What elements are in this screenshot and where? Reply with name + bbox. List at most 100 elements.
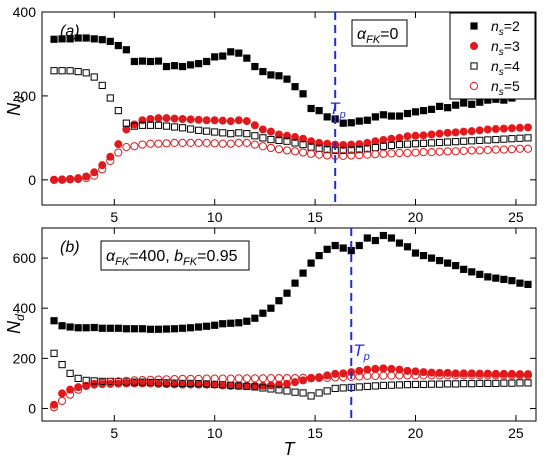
data-point-series-3 [484, 136, 492, 144]
data-point-series-1 [243, 317, 251, 325]
data-point-series-2 [323, 139, 332, 148]
data-point-series-2 [459, 369, 468, 378]
data-point-series-3 [323, 387, 331, 395]
data-point-series-2 [363, 138, 372, 147]
alpha-symbol: α [106, 248, 116, 265]
data-point-series-1 [363, 234, 371, 242]
data-point-series-4 [122, 376, 131, 385]
data-point-series-3 [524, 379, 532, 387]
panel-b-y-ticks: 0 200 400 600 [13, 250, 536, 416]
data-point-series-3 [411, 380, 420, 389]
data-point-series-2 [234, 116, 243, 125]
data-point-series-3 [267, 135, 275, 144]
data-point-series-2 [523, 123, 532, 132]
data-point-series-2 [427, 130, 436, 139]
data-point-series-4 [347, 151, 356, 160]
data-point-series-2 [371, 364, 380, 373]
data-point-series-4 [323, 373, 332, 382]
data-point-series-2 [178, 114, 187, 123]
data-point-series-2 [499, 124, 508, 133]
data-point-series-4 [298, 148, 308, 157]
data-point-series-4 [162, 375, 171, 384]
data-point-series-1 [291, 83, 299, 91]
data-point-series-1 [154, 325, 163, 333]
data-point-series-4 [395, 148, 404, 158]
data-point-series-1 [211, 321, 219, 329]
data-point-series-3 [339, 146, 347, 155]
data-point-series-4 [218, 374, 227, 383]
data-point-series-4 [170, 138, 179, 148]
panel-a-label: (a) [60, 23, 80, 40]
data-point-series-1 [307, 104, 315, 113]
data-point-series-4 [339, 151, 348, 161]
data-point-series-1 [154, 57, 163, 65]
data-point-series-3 [66, 369, 74, 377]
data-point-series-2 [258, 125, 267, 134]
data-point-series-3 [387, 141, 396, 150]
data-point-series-1 [66, 35, 74, 43]
data-point-series-4 [403, 148, 412, 158]
data-point-series-2 [307, 137, 316, 146]
data-point-series-4 [491, 371, 500, 380]
data-point-series-1 [187, 324, 195, 332]
data-point-series-2 [467, 369, 476, 378]
data-point-series-3 [395, 140, 404, 149]
data-point-series-1 [90, 35, 98, 43]
data-point-series-4 [315, 150, 324, 159]
data-point-series-4 [306, 149, 316, 158]
data-point-series-1 [162, 62, 171, 71]
data-point-series-3 [315, 389, 323, 397]
data-point-series-1 [468, 100, 476, 108]
data-point-series-3 [235, 129, 243, 137]
data-point-series-4 [66, 390, 75, 399]
data-point-series-4 [282, 374, 292, 383]
data-point-series-4 [507, 145, 517, 154]
data-point-series-2 [403, 132, 412, 141]
data-point-series-3 [508, 379, 516, 387]
data-point-series-2 [475, 369, 484, 378]
data-point-series-2 [58, 389, 67, 398]
data-point-series-4 [178, 138, 187, 148]
data-point-series-3 [74, 67, 82, 76]
data-point-series-1 [452, 261, 460, 270]
data-point-series-1 [259, 67, 267, 76]
b-value: =0.95 [197, 248, 238, 265]
data-point-series-3 [154, 121, 163, 129]
data-point-series-4 [98, 378, 107, 388]
alpha-value: =0 [380, 26, 398, 43]
data-point-series-4 [202, 138, 211, 148]
data-point-series-3 [235, 382, 243, 390]
data-point-series-3 [363, 145, 371, 153]
data-point-series-1 [315, 106, 323, 115]
x-tick-label: 5 [110, 209, 118, 225]
data-point-series-4 [451, 147, 460, 156]
data-point-series-4 [290, 147, 300, 156]
data-point-series-3 [162, 379, 171, 387]
data-point-series-3 [170, 123, 179, 131]
data-point-series-4 [250, 140, 259, 149]
data-point-series-4 [395, 371, 404, 380]
data-point-series-1 [170, 325, 179, 333]
data-point-series-4 [323, 151, 332, 160]
data-point-series-1 [339, 244, 347, 252]
data-point-series-1 [267, 71, 275, 79]
data-point-series-3 [403, 140, 412, 148]
data-point-series-3 [419, 139, 428, 147]
data-point-series-2 [395, 133, 404, 142]
data-point-series-3 [419, 380, 428, 389]
alpha-subscript: FK [366, 34, 381, 46]
data-point-series-1 [299, 269, 307, 277]
x-tick-label: 25 [508, 209, 524, 225]
y-tick-label: 0 [28, 172, 36, 188]
data-point-series-4 [306, 373, 316, 382]
x-tick-label: 15 [307, 209, 323, 225]
data-point-series-3 [122, 119, 130, 127]
data-point-series-1 [436, 102, 444, 111]
data-point-series-4 [114, 377, 123, 386]
data-point-series-4 [194, 374, 203, 383]
data-point-series-1 [170, 62, 179, 70]
x-tick-label: 20 [408, 209, 424, 225]
legend-marker-1 [470, 22, 478, 30]
data-point-series-4 [427, 148, 436, 157]
panel-a-transition-label: Tp [329, 99, 346, 121]
